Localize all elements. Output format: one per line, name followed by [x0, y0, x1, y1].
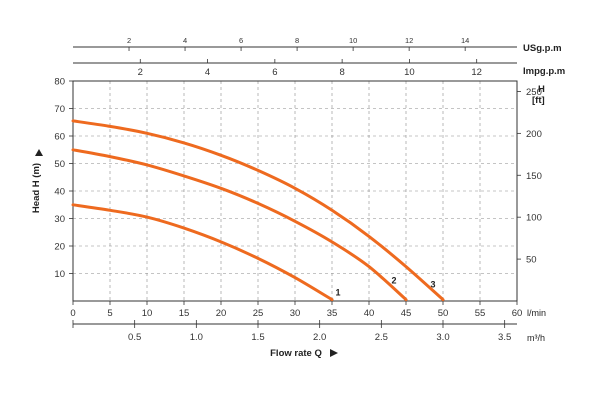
ft-tick-label: 150 [526, 171, 542, 182]
labels: Head H (m) Flow rate Q l/min USg.p.m Imp… [31, 43, 565, 359]
x-tick-label: 25 [253, 308, 264, 319]
ft-axis-label-bottom: [ft] [532, 95, 545, 106]
impgpm-tick-label: 6 [272, 67, 277, 78]
impgpm-tick-label: 2 [138, 67, 143, 78]
grid [73, 81, 517, 301]
y-tick-label: 70 [54, 104, 65, 115]
x-tick-label: 20 [216, 308, 227, 319]
curve-1 [71, 203, 334, 302]
y-tick-label: 40 [54, 187, 65, 198]
x-axis-label: Flow rate Q [270, 348, 322, 359]
x-tick-label: 15 [179, 308, 190, 319]
y-tick-label: 30 [54, 214, 65, 225]
ft-tick-label: 50 [526, 255, 537, 266]
m3h-tick-label: 3.5 [498, 332, 511, 343]
ft-tick-label: 200 [526, 129, 542, 140]
ft-tick-label: 250 [526, 87, 542, 98]
m3h-tick-label: 2.5 [375, 332, 388, 343]
impgpm-tick-label: 12 [471, 67, 482, 78]
y-tick-label: 20 [54, 242, 65, 253]
y-tick-label: 60 [54, 132, 65, 143]
x-tick-label: 55 [475, 308, 486, 319]
usgpm-axis-label: USg.p.m [523, 43, 562, 54]
curve-3 [71, 119, 445, 302]
usgpm-tick-label: 14 [461, 36, 469, 45]
ft-axis-label-top: H [538, 84, 545, 95]
usgpm-tick-label: 6 [239, 36, 243, 45]
curve-label-1: 1 [335, 288, 340, 298]
x-tick-label: 5 [107, 308, 112, 319]
ft-tick-label: 100 [526, 213, 542, 224]
curve-label-2: 2 [391, 276, 396, 286]
x-tick-label: 35 [327, 308, 338, 319]
x-tick-label: 30 [290, 308, 301, 319]
curve-2 [71, 148, 408, 302]
x-axis-arrow-icon [330, 349, 338, 357]
x-tick-label: 10 [142, 308, 153, 319]
x-tick-label: 0 [70, 308, 75, 319]
usgpm-tick-label: 2 [127, 36, 131, 45]
usgpm-tick-label: 4 [183, 36, 187, 45]
x-tick-label: 40 [364, 308, 375, 319]
impgpm-tick-label: 8 [339, 67, 344, 78]
y-tick-label: 10 [54, 269, 65, 280]
x-tick-label: 50 [438, 308, 449, 319]
y-tick-label: 80 [54, 77, 65, 88]
m3h-axis-label: m³/h [527, 333, 545, 343]
x-axis-unit: l/min [527, 308, 546, 318]
m3h-tick-label: 1.5 [251, 332, 264, 343]
impgpm-axis-label: Impg.p.m [523, 66, 565, 77]
m3h-tick-label: 0.5 [128, 332, 141, 343]
y-tick-label: 50 [54, 159, 65, 170]
y-axis-arrow-icon [35, 149, 43, 156]
usgpm-tick-label: 12 [405, 36, 413, 45]
usgpm-tick-label: 10 [349, 36, 357, 45]
m3h-tick-label: 1.0 [190, 332, 203, 343]
usgpm-tick-label: 8 [295, 36, 299, 45]
impgpm-tick-label: 4 [205, 67, 210, 78]
y-axis-label: Head H (m) [31, 163, 42, 213]
curve-label-3: 3 [430, 280, 435, 290]
x-tick-label: 45 [401, 308, 412, 319]
m3h-tick-label: 3.0 [436, 332, 449, 343]
curves: 1 2 3 [71, 119, 445, 302]
x-tick-label: 60 [512, 308, 523, 319]
impgpm-tick-label: 10 [404, 67, 415, 78]
m3h-tick-label: 2.0 [313, 332, 326, 343]
